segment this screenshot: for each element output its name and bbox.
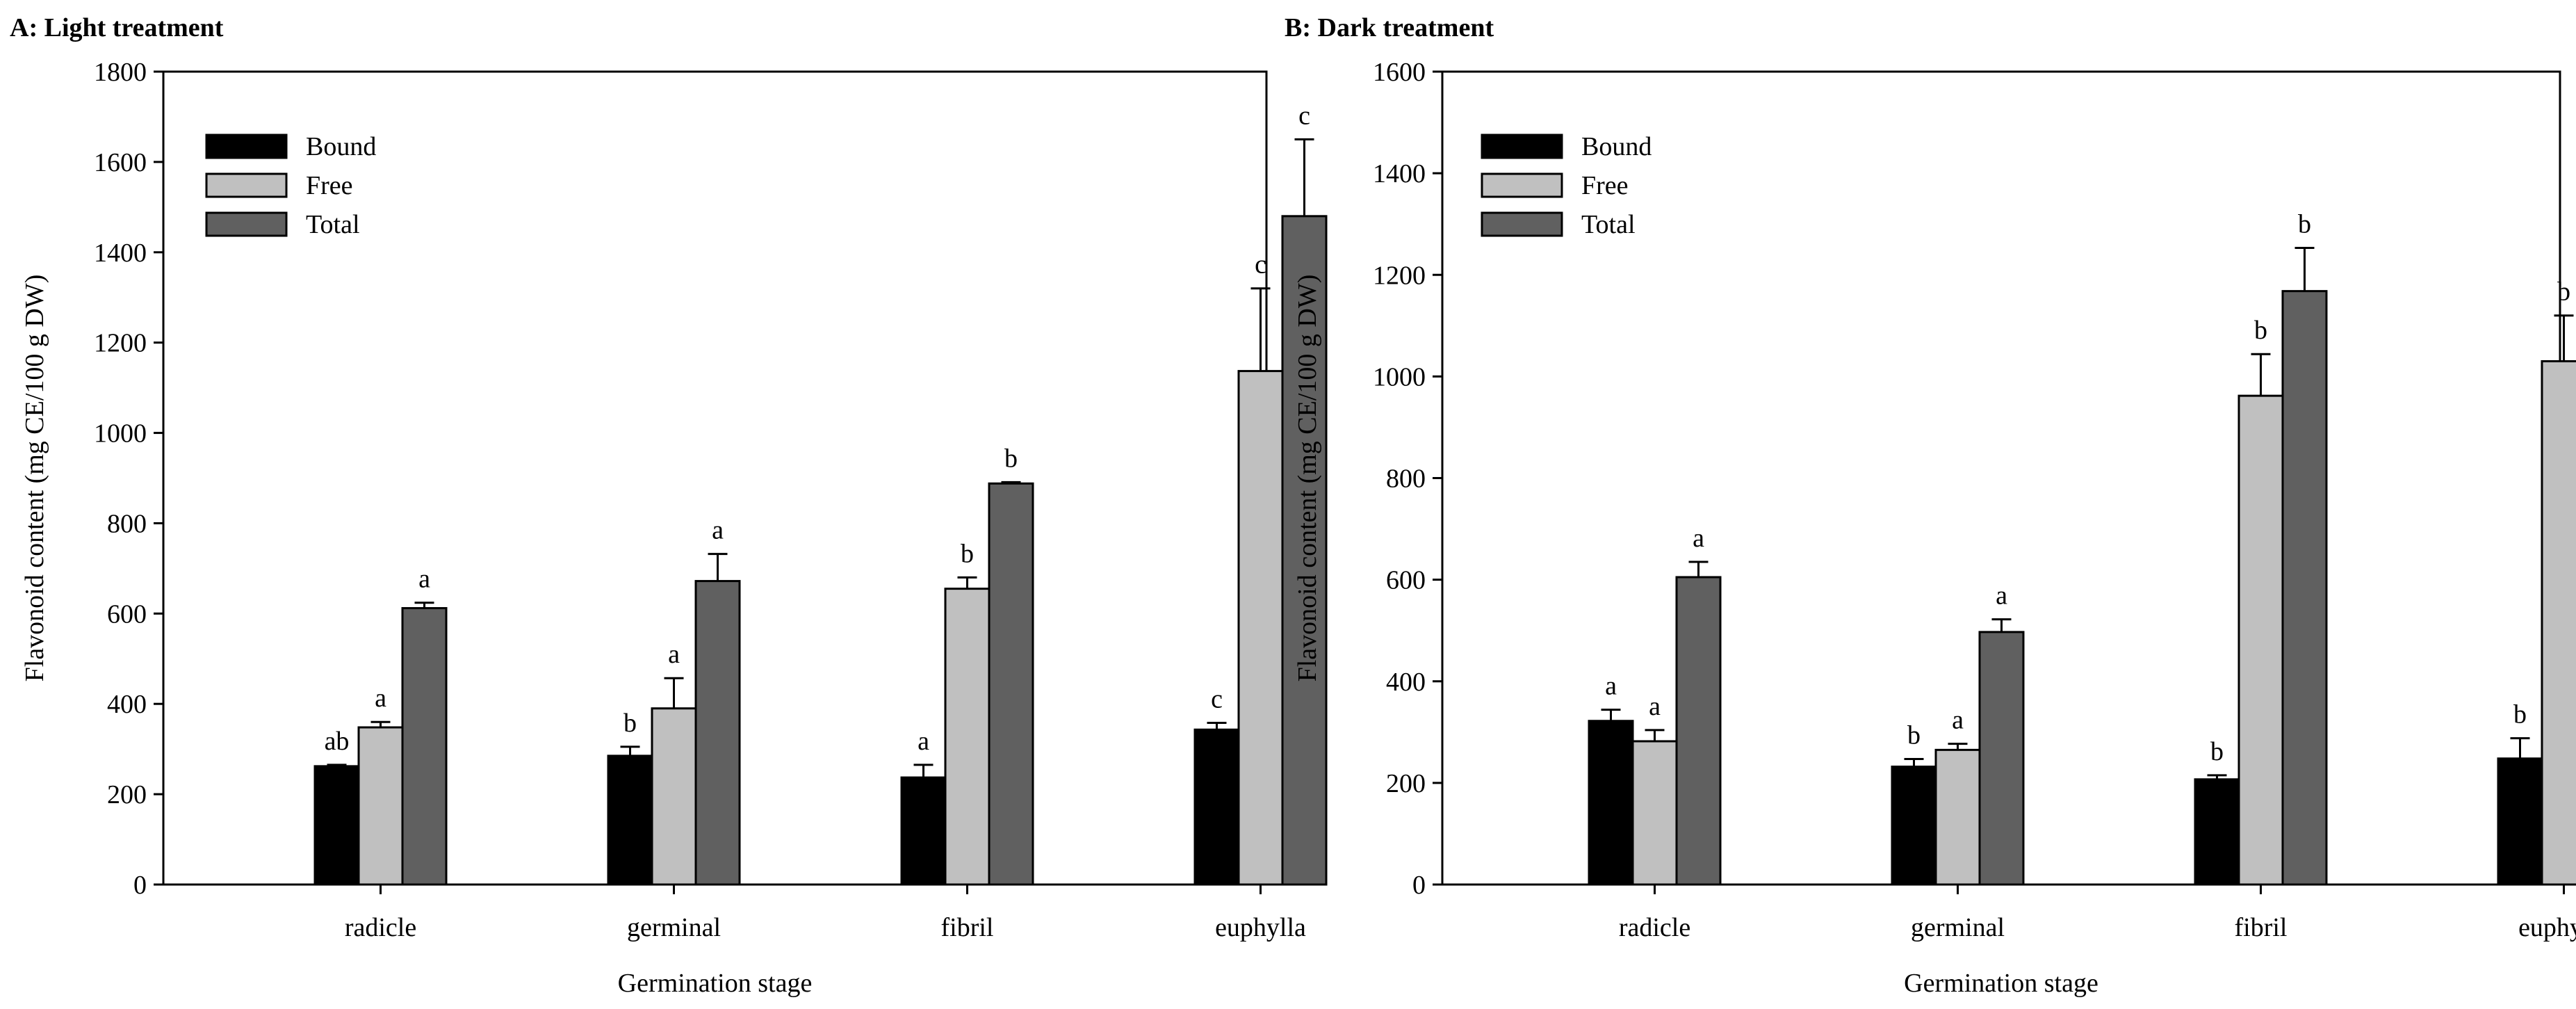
sig-label-free-radicle: a: [1649, 692, 1661, 721]
x-tick-label-germinal: germinal: [627, 913, 721, 942]
x-tick-label-radicle: radicle: [345, 913, 416, 942]
y-tick-label: 1200: [1373, 261, 1426, 290]
sig-label-total-radicle: a: [1693, 524, 1704, 553]
sig-label-free-euphylla: c: [1255, 250, 1266, 280]
sig-label-free-germinal: a: [668, 640, 680, 669]
bar-bound-fibril: [2194, 778, 2240, 886]
legend-label-total: Total: [1581, 210, 1636, 239]
sig-label-bound-fibril: b: [2210, 737, 2224, 766]
legend-swatch-bound: [205, 134, 288, 159]
legend-label-bound: Bound: [306, 132, 376, 161]
y-tick-label: 0: [1412, 871, 1426, 900]
bar-free-euphylla: [2541, 360, 2576, 886]
y-tick-label: 800: [1386, 465, 1426, 494]
x-tick-label-germinal: germinal: [1911, 913, 2005, 942]
bar-free-radicle: [357, 726, 404, 886]
y-tick-label: 1600: [1373, 58, 1426, 87]
x-tick-label-euphylla: euphylla: [1215, 913, 1306, 942]
bar-bound-euphylla: [2497, 757, 2543, 886]
x-tick-label-euphylla: euphylla: [2518, 913, 2576, 942]
bar-total-fibril: [988, 482, 1034, 886]
bar-bound-radicle: [1588, 720, 1634, 886]
bar-bound-radicle: [313, 765, 360, 886]
bar-free-fibril: [2237, 394, 2284, 886]
legend-swatch-total: [205, 211, 288, 237]
legend-swatch-total: [1481, 211, 1563, 237]
y-tick-label: 400: [1386, 668, 1426, 697]
bar-free-germinal: [651, 707, 697, 886]
sig-label-bound-fibril: a: [918, 727, 929, 756]
legend-swatch-free: [1481, 172, 1563, 198]
bar-free-fibril: [944, 588, 991, 886]
sig-label-free-fibril: b: [961, 539, 974, 568]
bar-total-fibril: [2281, 290, 2328, 886]
x-tick-label-fibril: fibril: [2235, 913, 2288, 942]
x-tick-label-fibril: fibril: [941, 913, 994, 942]
y-axis-title: Flavonoid content (mg CE/100 g DW): [1293, 275, 1322, 682]
y-tick-label: 1200: [94, 329, 147, 358]
sig-label-total-radicle: a: [418, 565, 430, 594]
y-tick-label: 1000: [1373, 362, 1426, 392]
sig-label-total-fibril: b: [2298, 210, 2311, 239]
sig-label-total-germinal: a: [712, 516, 724, 545]
y-tick-label: 200: [1386, 769, 1426, 798]
panel-light-treatment: A: Light treatment 0 200 400 600 800 1000 1200 1…: [10, 13, 1328, 998]
bar-bound-fibril: [900, 776, 947, 886]
bar-total-germinal: [694, 580, 741, 886]
y-tick-label: 600: [1386, 566, 1426, 595]
sig-label-free-radicle: a: [375, 684, 386, 713]
bar-bound-germinal: [607, 754, 653, 886]
bar-total-euphylla: [1281, 215, 1328, 886]
panel-title: B: Dark treatment: [1285, 13, 1494, 42]
panel-dark-treatment: B: Dark treatment 0 200 400 600 800 1000 1200 14…: [1285, 13, 2576, 998]
sig-label-free-fibril: b: [2254, 316, 2267, 345]
panel-title: A: Light treatment: [10, 13, 224, 42]
y-tick-label: 1800: [94, 58, 147, 87]
legend-label-free: Free: [306, 171, 353, 200]
y-tick-label: 1400: [1373, 159, 1426, 188]
legend-label-bound: Bound: [1581, 132, 1652, 161]
sig-label-bound-euphylla: c: [1211, 684, 1223, 713]
x-tick-label-radicle: radicle: [1619, 913, 1690, 942]
x-axis-title: Germination stage: [1904, 969, 2098, 998]
y-tick-label: 1600: [94, 148, 147, 177]
y-tick-label: 1400: [94, 239, 147, 268]
sig-label-bound-euphylla: b: [2513, 700, 2527, 729]
bar-free-radicle: [1631, 740, 1678, 886]
y-tick-label: 600: [107, 599, 147, 629]
bar-free-germinal: [1934, 748, 1981, 886]
sig-label-bound-germinal: b: [1907, 721, 1921, 750]
sig-label-bound-radicle: a: [1605, 672, 1617, 701]
bar-bound-euphylla: [1193, 728, 1240, 886]
sig-label-bound-germinal: b: [623, 709, 637, 738]
x-axis-title: Germination stage: [618, 969, 813, 998]
bar-total-radicle: [1675, 576, 1722, 886]
y-tick-label: 1000: [94, 419, 147, 449]
legend-swatch-bound: [1481, 134, 1563, 159]
legend-label-total: Total: [306, 210, 360, 239]
sig-label-free-germinal: a: [1952, 706, 1964, 735]
bar-total-germinal: [1978, 631, 2025, 886]
sig-label-total-germinal: a: [1996, 581, 2007, 611]
y-tick-label: 200: [107, 780, 147, 809]
legend-label-free: Free: [1581, 171, 1629, 200]
bar-free-euphylla: [1237, 370, 1284, 886]
sig-label-total-fibril: b: [1004, 444, 1018, 473]
sig-label-free-euphylla: b: [2557, 277, 2570, 307]
sig-label-bound-radicle: ab: [325, 727, 350, 756]
y-tick-label: 0: [133, 871, 147, 900]
legend-swatch-free: [205, 172, 288, 198]
y-tick-label: 400: [107, 690, 147, 719]
y-axis-title: Flavonoid content (mg CE/100 g DW): [20, 275, 49, 682]
bar-total-radicle: [401, 607, 448, 886]
bar-bound-germinal: [1891, 765, 1937, 886]
sig-label-total-euphylla: c: [1298, 101, 1310, 130]
y-tick-label: 800: [107, 509, 147, 538]
